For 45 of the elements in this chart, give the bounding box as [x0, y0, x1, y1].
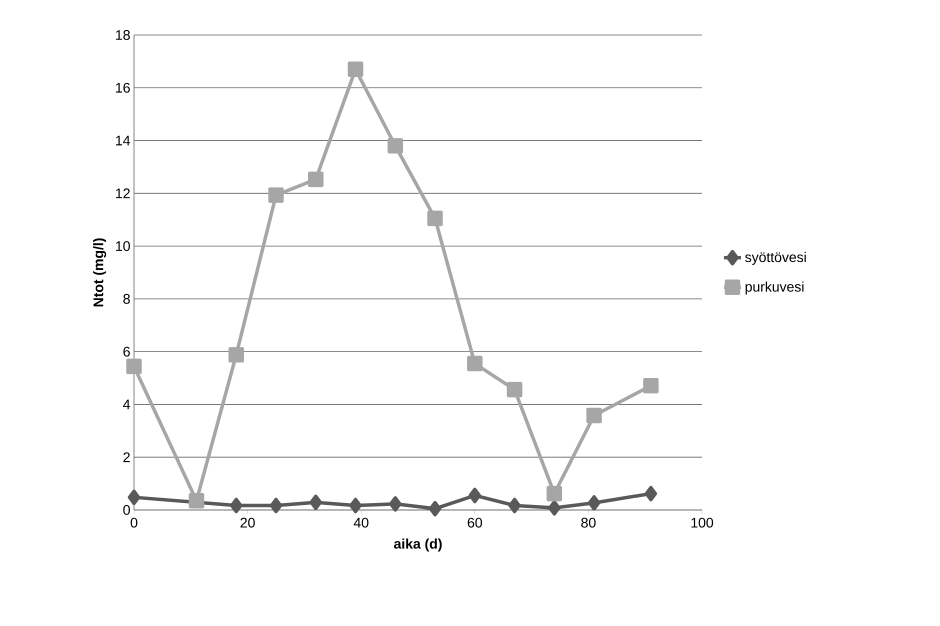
y-tick-label: 6 — [123, 346, 130, 357]
legend-label: purkuvesi — [746, 281, 804, 294]
point — [128, 490, 140, 506]
point — [428, 500, 442, 516]
y-tick-label: 8 — [123, 294, 130, 304]
point — [467, 356, 483, 372]
y-tick-label: 10 — [116, 241, 130, 252]
x-tick-label: 80 — [581, 518, 596, 528]
x-tick-label: 40 — [354, 518, 368, 528]
point — [270, 498, 282, 514]
legend-label: syöttövesi — [745, 252, 806, 265]
y-axis-title: Ntot (mg/l) — [93, 238, 106, 306]
point — [506, 382, 522, 398]
x-tick-label: 100 — [691, 518, 714, 528]
point — [644, 486, 658, 502]
y-tick-label: 4 — [123, 400, 130, 410]
point — [126, 358, 142, 374]
x-tick-label: 60 — [468, 518, 482, 528]
y-tick-label: 12 — [116, 188, 130, 198]
point — [588, 495, 600, 511]
point — [586, 408, 602, 424]
point — [508, 498, 521, 514]
point — [546, 486, 562, 502]
point — [308, 172, 324, 188]
point — [427, 210, 443, 226]
point — [348, 62, 364, 78]
y-tick-label: 2 — [123, 452, 130, 462]
point — [228, 347, 244, 363]
y-tick-label: 16 — [116, 82, 130, 93]
point — [388, 138, 404, 154]
x-tick-label: 0 — [130, 518, 138, 528]
point — [188, 493, 204, 508]
x-tick-label: 20 — [240, 518, 255, 528]
point — [548, 500, 561, 516]
y-tick-label: 0 — [123, 505, 130, 515]
point — [643, 378, 659, 394]
y-tick-label: 14 — [116, 136, 130, 146]
point — [389, 496, 402, 512]
x-axis-title: aika (d) — [394, 538, 442, 552]
point — [468, 488, 482, 504]
point — [349, 498, 362, 514]
point — [230, 498, 242, 514]
y-tick-label: 18 — [116, 30, 130, 40]
point — [310, 494, 322, 510]
point — [268, 187, 284, 203]
